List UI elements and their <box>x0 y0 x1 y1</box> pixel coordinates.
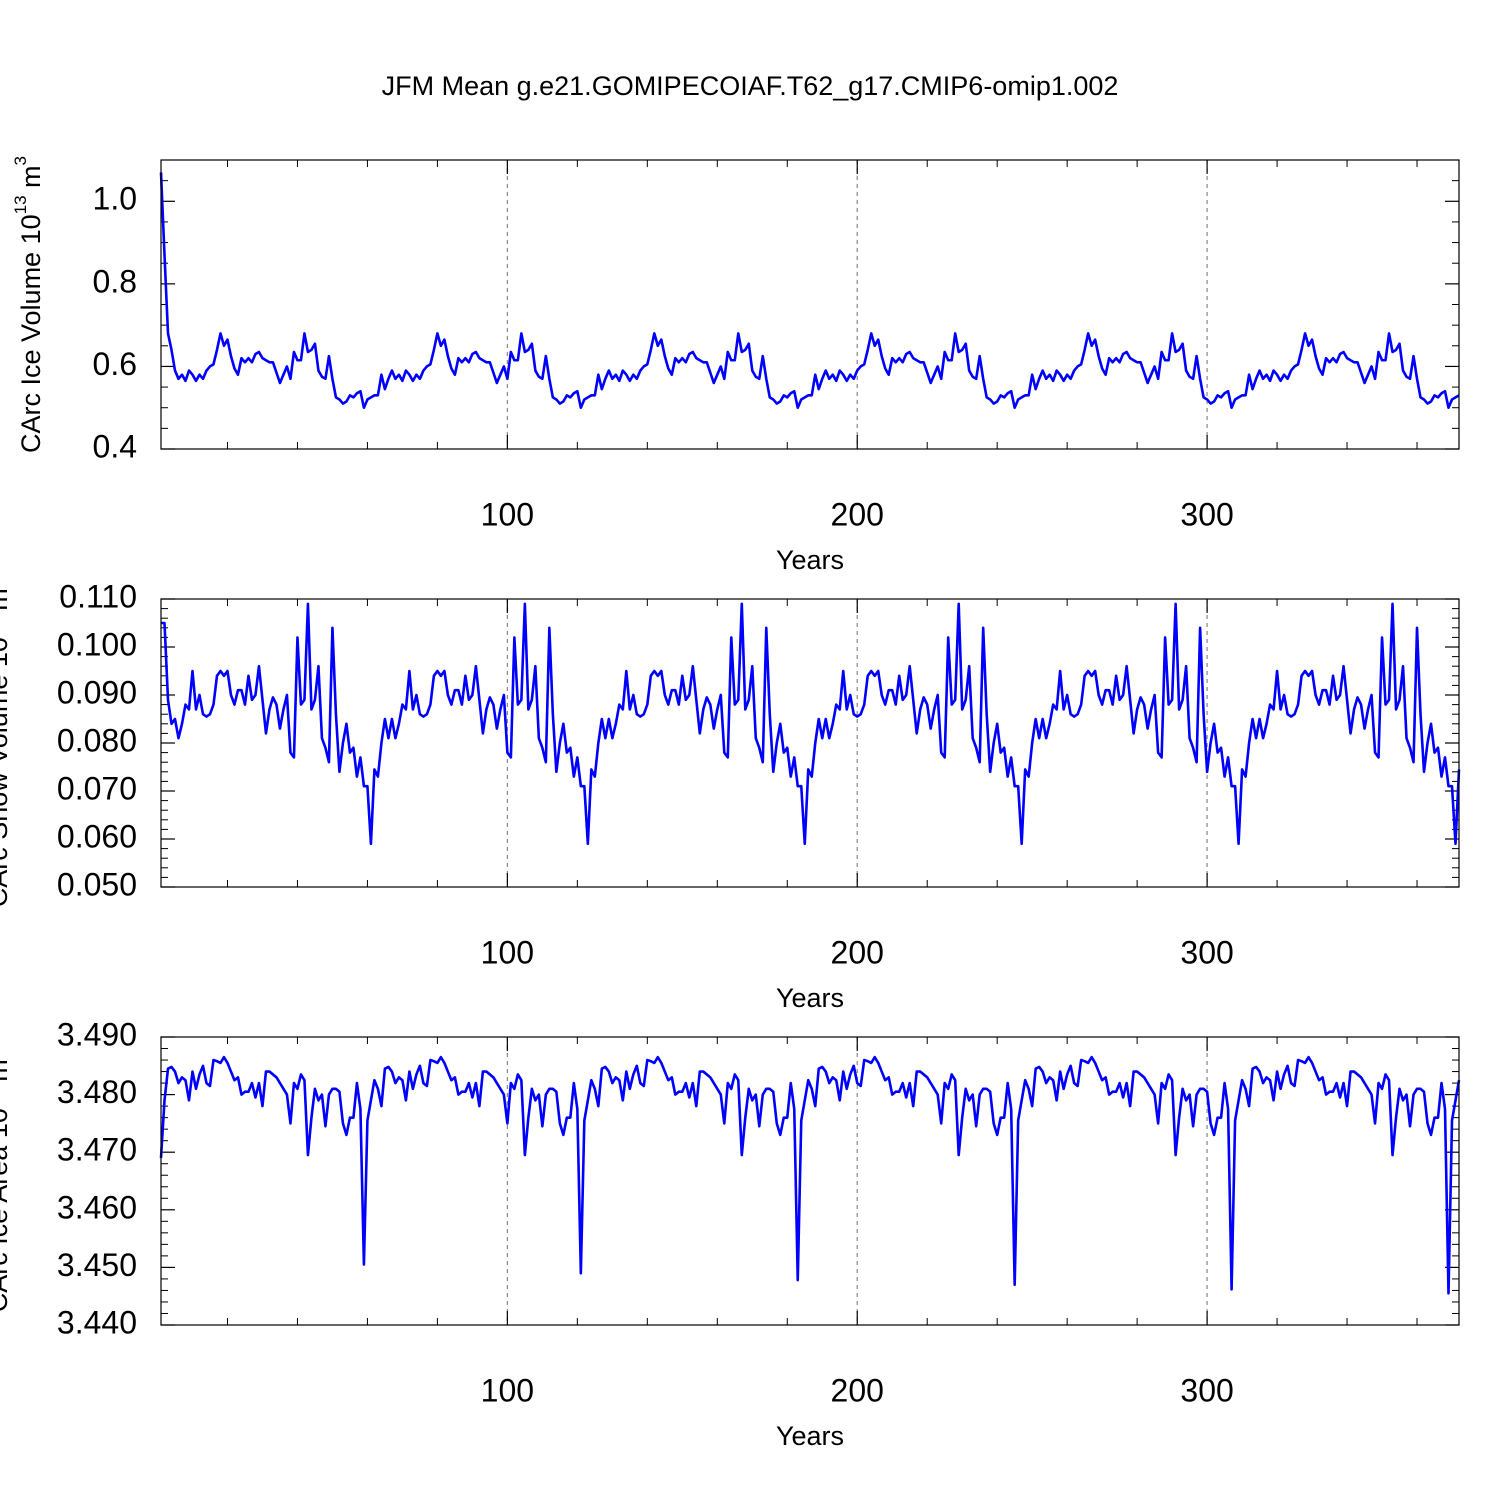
x-tick-label: 200 <box>831 934 884 970</box>
y-tick-label: 0.6 <box>93 346 137 382</box>
y-tick-label: 3.480 <box>57 1074 137 1110</box>
panel: 100 200 300 0.050 0.060 0.070 0.080 0.090 0.100 0… <box>0 578 1461 1013</box>
data-line <box>161 602 1461 846</box>
x-axis-label: Years <box>776 983 844 1013</box>
y-tick-label: 0.100 <box>57 626 137 662</box>
x-axis-label: Years <box>776 545 844 575</box>
x-axis-label: Years <box>776 1421 844 1451</box>
plot-frame <box>160 159 1460 450</box>
y-tick-label: 0.050 <box>57 866 137 902</box>
x-tick-label: 300 <box>1180 1372 1233 1408</box>
x-tick-label: 300 <box>1180 934 1233 970</box>
y-axis-label-text: CArc Snow Volume 10 <box>0 637 13 907</box>
y-tick-label: 0.080 <box>57 722 137 758</box>
x-tick-label: 200 <box>831 1372 884 1408</box>
figure-title: JFM Mean g.e21.GOMIPECOIAF.T62_g17.CMIP6… <box>382 71 1119 101</box>
y-tick-label: 0.4 <box>93 428 137 464</box>
panel: 100 200 300 0.4 0.6 0.8 1.0 Years CArc Ice Volum… <box>11 156 1460 575</box>
y-axis-label: CArc Snow Volume 1013 m3 <box>0 579 13 908</box>
data-line <box>159 172 1460 410</box>
y-axis-label-text: m <box>0 1059 13 1089</box>
x-tick-label: 300 <box>1180 496 1233 532</box>
panel: 100 200 300 3.440 3.450 3.460 3.470 3.480 3.490 Y… <box>0 1016 1461 1451</box>
data-line <box>159 1055 1461 1295</box>
x-tick-label: 100 <box>481 934 534 970</box>
y-axis-label-exponent: 13 <box>11 195 30 214</box>
y-tick-label: 3.490 <box>57 1016 137 1052</box>
plot-frame <box>160 1036 1460 1326</box>
y-tick-label: 3.460 <box>57 1189 137 1225</box>
y-tick-label: 1.0 <box>93 181 137 217</box>
y-axis-label-text: CArc Ice Area 10 <box>0 1108 13 1312</box>
x-tick-label: 100 <box>481 496 534 532</box>
y-tick-label: 0.060 <box>57 818 137 854</box>
y-tick-label: 3.440 <box>57 1304 137 1340</box>
y-axis-label-text: m <box>16 165 46 195</box>
plot-frame <box>160 598 1460 888</box>
x-tick-label: 100 <box>481 1372 534 1408</box>
y-tick-label: 0.8 <box>93 263 137 299</box>
y-axis-label-text: CArc Ice Volume 10 <box>16 214 46 453</box>
y-axis-label-exponent: 3 <box>11 156 30 165</box>
y-tick-label: 3.470 <box>57 1132 137 1168</box>
y-axis-label: CArc Ice Area 1012 m2 <box>0 1050 13 1313</box>
y-tick-label: 3.450 <box>57 1247 137 1283</box>
y-tick-label: 0.110 <box>59 578 137 614</box>
y-tick-label: 0.090 <box>57 674 137 710</box>
y-tick-label: 0.070 <box>57 770 137 806</box>
x-tick-label: 200 <box>831 496 884 532</box>
y-axis-label: CArc Ice Volume 1013 m3 <box>11 156 46 453</box>
y-axis-label-text: m <box>0 588 13 618</box>
